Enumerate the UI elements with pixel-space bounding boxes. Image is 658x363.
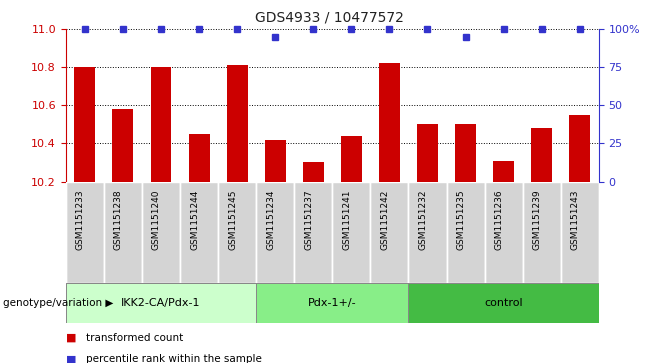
Bar (455, 124, 476, 182)
Bar (303, 162, 324, 182)
FancyBboxPatch shape (332, 182, 370, 283)
Text: GSM1151233: GSM1151233 (76, 189, 85, 250)
FancyBboxPatch shape (180, 182, 218, 283)
Text: ■: ■ (66, 354, 76, 363)
Text: GSM1151232: GSM1151232 (418, 189, 428, 250)
Bar (409, 283, 599, 323)
Text: genotype/variation ▶: genotype/variation ▶ (3, 298, 114, 308)
Bar (531, 128, 552, 182)
Text: GSM1151243: GSM1151243 (570, 189, 580, 250)
Bar (417, 124, 438, 182)
Bar (341, 136, 362, 182)
Bar (493, 160, 514, 182)
Text: GSM1151241: GSM1151241 (342, 189, 351, 250)
Text: control: control (484, 298, 523, 308)
Bar (265, 139, 286, 182)
Bar (256, 283, 409, 323)
Text: transformed count: transformed count (86, 333, 183, 343)
Bar (569, 115, 590, 182)
Bar (66, 283, 256, 323)
FancyBboxPatch shape (484, 182, 522, 283)
Text: IKK2-CA/Pdx-1: IKK2-CA/Pdx-1 (121, 298, 201, 308)
Text: GSM1151239: GSM1151239 (533, 189, 542, 250)
FancyBboxPatch shape (522, 182, 561, 283)
Bar (379, 63, 400, 182)
FancyBboxPatch shape (370, 182, 409, 283)
Text: ■: ■ (66, 333, 76, 343)
Text: GSM1151242: GSM1151242 (380, 189, 390, 250)
FancyBboxPatch shape (561, 182, 599, 283)
FancyBboxPatch shape (409, 182, 447, 283)
Text: GSM1151235: GSM1151235 (457, 189, 465, 250)
FancyBboxPatch shape (256, 182, 294, 283)
FancyBboxPatch shape (294, 182, 332, 283)
Bar (226, 65, 247, 182)
Text: GSM1151236: GSM1151236 (495, 189, 503, 250)
FancyBboxPatch shape (218, 182, 256, 283)
FancyBboxPatch shape (66, 182, 104, 283)
FancyBboxPatch shape (447, 182, 484, 283)
Bar (189, 134, 209, 182)
Text: GSM1151237: GSM1151237 (304, 189, 313, 250)
FancyBboxPatch shape (104, 182, 142, 283)
Text: GSM1151245: GSM1151245 (228, 189, 237, 250)
Text: GDS4933 / 10477572: GDS4933 / 10477572 (255, 11, 403, 25)
Text: GSM1151240: GSM1151240 (152, 189, 161, 250)
Bar (113, 109, 134, 182)
Text: Pdx-1+/-: Pdx-1+/- (308, 298, 357, 308)
Text: GSM1151234: GSM1151234 (266, 189, 275, 250)
Text: GSM1151244: GSM1151244 (190, 189, 199, 250)
FancyBboxPatch shape (142, 182, 180, 283)
Text: GSM1151238: GSM1151238 (114, 189, 123, 250)
Bar (151, 67, 172, 182)
Text: percentile rank within the sample: percentile rank within the sample (86, 354, 261, 363)
Bar (74, 67, 95, 182)
